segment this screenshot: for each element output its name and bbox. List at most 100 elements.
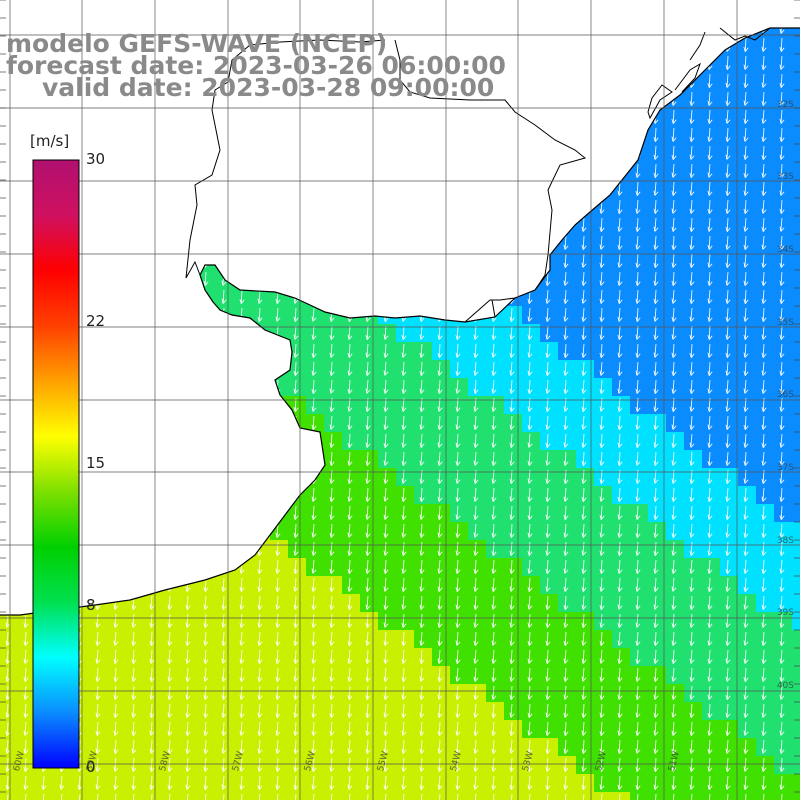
wind-cell: [270, 648, 289, 667]
wind-arrow: [401, 343, 407, 358]
wind-cell: [414, 216, 433, 235]
wind-cell: [450, 774, 469, 793]
wind-cell: [162, 198, 181, 217]
wind-cell: [18, 0, 37, 19]
wind-arrow: [149, 739, 155, 754]
wind-arrow: [419, 253, 425, 268]
wind-cell: [576, 612, 595, 631]
wind-cell: [558, 324, 577, 343]
wind-cell: [36, 792, 55, 800]
wind-cell: [702, 306, 721, 325]
wind-cell: [558, 702, 577, 721]
wind-cell: [738, 72, 757, 91]
wind-arrow: [419, 667, 425, 682]
wind-arrow: [617, 73, 623, 88]
wind-arrow: [725, 163, 731, 178]
wind-cell: [396, 450, 415, 469]
wind-cell: [324, 684, 343, 703]
wind-cell: [594, 288, 613, 307]
wind-arrow: [617, 127, 623, 142]
wind-arrow: [617, 37, 623, 53]
wind-arrow: [473, 685, 479, 701]
wind-cell: [666, 28, 685, 37]
wind-cell: [234, 522, 253, 541]
wind-arrow: [761, 703, 767, 718]
wind-cell: [612, 738, 631, 757]
wind-arrow: [617, 523, 623, 538]
wind-cell: [432, 558, 451, 577]
wind-cell: [36, 774, 55, 793]
wind-arrow: [491, 28, 497, 34]
wind-cell: [504, 378, 523, 397]
wind-arrow: [5, 433, 11, 448]
wind-arrow: [311, 451, 317, 466]
wind-cell: [522, 234, 541, 253]
wind-arrow: [653, 415, 659, 430]
wind-arrow: [761, 127, 767, 142]
wind-arrow: [239, 199, 245, 214]
wind-cell: [450, 378, 469, 397]
wind-arrow: [113, 379, 119, 394]
wind-arrow: [239, 793, 245, 800]
wind-arrow: [419, 541, 425, 556]
wind-cell: [396, 198, 415, 217]
wind-arrow: [5, 595, 11, 610]
wind-arrow: [5, 487, 11, 502]
wind-cell: [630, 90, 649, 109]
wind-arrow: [347, 433, 353, 449]
wind-arrow: [257, 667, 263, 682]
wind-arrow: [257, 649, 263, 665]
wind-arrow: [131, 145, 137, 161]
wind-arrow: [527, 181, 533, 196]
wind-cell: [198, 306, 217, 325]
wind-cell: [504, 720, 523, 739]
wind-cell: [180, 738, 199, 757]
wind-arrow: [689, 289, 695, 304]
wind-cell: [720, 0, 739, 19]
wind-cell: [216, 630, 235, 649]
wind-cell: [594, 432, 613, 451]
wind-arrow: [293, 505, 299, 520]
wind-cell: [342, 702, 361, 721]
wind-cell: [288, 306, 307, 325]
wind-cell: [738, 684, 757, 703]
wind-arrow: [95, 487, 101, 502]
wind-arrow: [689, 28, 695, 34]
wind-arrow: [779, 91, 785, 106]
wind-cell: [684, 180, 703, 199]
wind-cell: [432, 450, 451, 469]
wind-cell: [414, 576, 433, 595]
wind-cell: [540, 558, 559, 577]
wind-arrow: [149, 793, 155, 800]
wind-arrow: [311, 667, 317, 682]
wind-arrow: [599, 217, 605, 232]
wind-arrow: [689, 667, 695, 682]
wind-cell: [18, 774, 37, 793]
wind-cell: [306, 144, 325, 163]
wind-cell: [378, 180, 397, 199]
wind-cell: [108, 216, 127, 235]
wind-arrow: [293, 199, 299, 214]
wind-arrow: [761, 739, 767, 754]
wind-arrow: [131, 613, 137, 628]
wind-cell: [414, 774, 433, 793]
wind-cell: [702, 72, 721, 91]
wind-arrow: [617, 595, 623, 610]
wind-arrow: [113, 613, 119, 628]
wind-cell: [756, 558, 775, 577]
wind-cell: [378, 792, 397, 800]
wind-cell: [486, 288, 505, 307]
wind-cell: [720, 144, 739, 163]
wind-arrow: [743, 37, 749, 53]
wind-cell: [90, 774, 109, 793]
wind-cell: [360, 594, 379, 613]
wind-arrow: [599, 415, 605, 430]
wind-cell: [342, 288, 361, 307]
wind-arrow: [185, 415, 191, 430]
wind-arrow: [293, 307, 299, 322]
wind-arrow: [365, 253, 371, 268]
wind-cell: [396, 558, 415, 577]
wind-arrow: [743, 577, 749, 592]
wind-arrow: [707, 289, 713, 304]
wind-arrow: [221, 613, 227, 628]
